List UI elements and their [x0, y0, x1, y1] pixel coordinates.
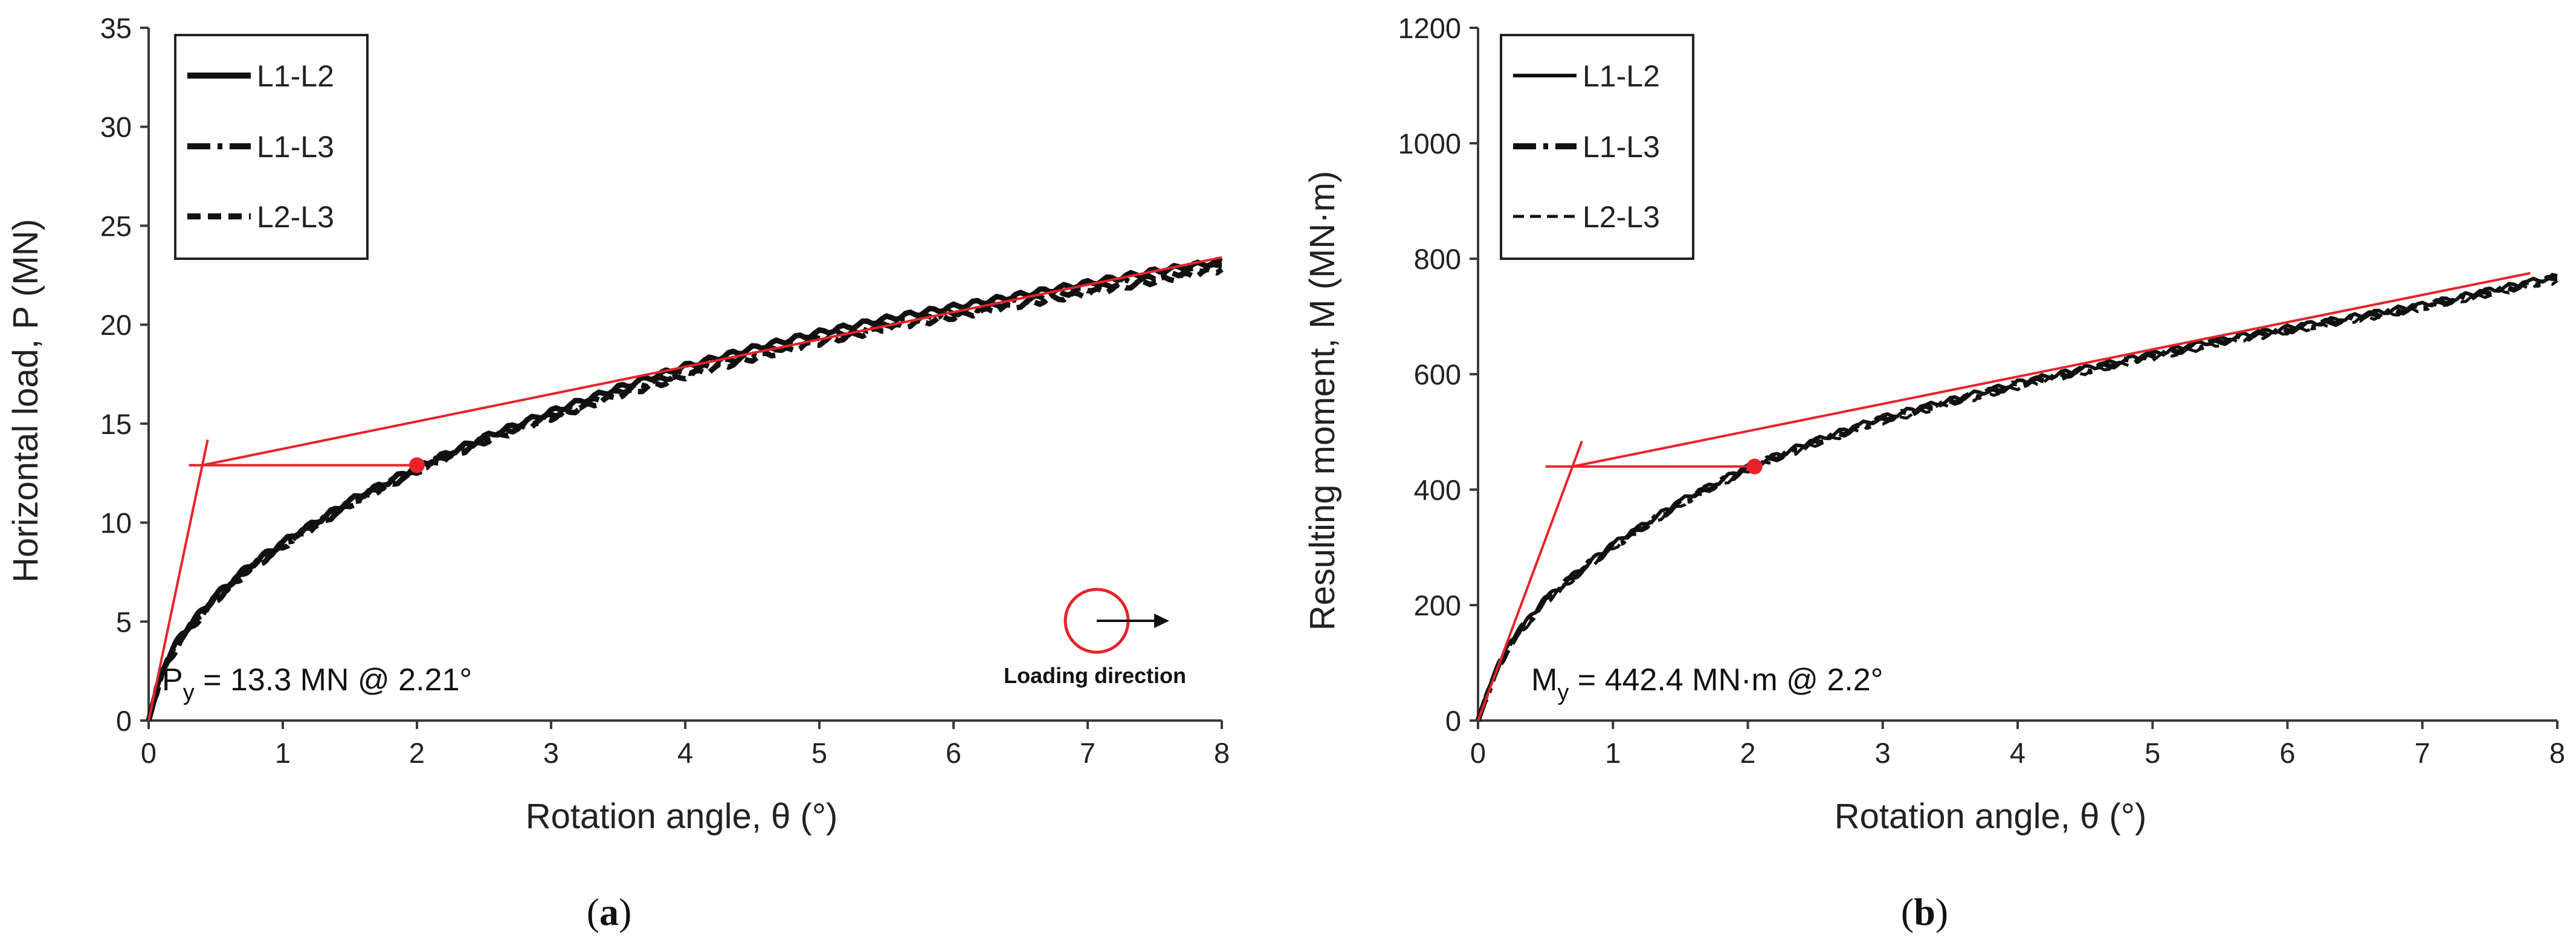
x-tick-label: 1: [1605, 737, 1621, 769]
panel-b-caption: (b): [1901, 890, 1948, 933]
x-tick-label: 5: [2145, 737, 2160, 769]
x-tick-label: 2: [409, 737, 425, 769]
initial-stiffness-extension: [201, 439, 209, 466]
x-tick-label: 4: [2010, 737, 2026, 769]
x-tick-label: 1: [275, 737, 291, 769]
panel-b: 0 1 2 3 4 5 6 7 8 0 200 400 600 800 1000 1200 Rotation …: [1303, 12, 2565, 933]
series-line-l2-l3: [1476, 279, 2558, 721]
legend-label-l2-l3: L2-L3: [257, 200, 334, 234]
panel-a-caption: (a): [587, 890, 632, 933]
bilinear-fit-line: [1477, 271, 2531, 721]
panel-a: 0 1 2 3 4 5 6 7 8 0 5 10 15 20 25 30 35 Rotation angle, …: [6, 12, 1230, 933]
y-tick-label: 400: [1414, 474, 1461, 506]
y-tick-label: 35: [100, 12, 132, 44]
x-tick-label: 0: [1470, 737, 1486, 769]
x-tick-label: 6: [946, 737, 961, 769]
loading-direction-arrowhead-icon: [1154, 614, 1169, 628]
y-tick-label: 20: [100, 309, 132, 341]
y-tick-label: 1200: [1398, 12, 1461, 44]
panel-b-xlabel: Rotation angle, θ (°): [1835, 797, 2146, 836]
x-tick-label: 3: [1875, 737, 1891, 769]
x-tick-label: 7: [2415, 737, 2430, 769]
y-tick-label: 200: [1414, 589, 1461, 621]
panel-b-yield-annotation: My = 442.4 MN·m @ 2.2°: [1531, 663, 1883, 705]
y-tick-label: 0: [1445, 705, 1461, 737]
panel-a-plot: 0 1 2 3 4 5 6 7 8 0 5 10 15 20 25 30 35: [100, 12, 1230, 769]
yield-point-marker: [409, 457, 425, 473]
x-tick-label: 8: [2549, 737, 2565, 769]
yield-point-marker: [1746, 458, 1763, 475]
series-line-l1-l3: [146, 261, 1222, 722]
y-tick-label: 0: [116, 705, 132, 737]
loading-direction-label: Loading direction: [1004, 663, 1186, 688]
legend-label-l2-l3: L2-L3: [1583, 200, 1660, 234]
y-tick-label: 10: [100, 507, 132, 539]
panel-b-legend: L1-L2 L1-L3 L2-L3: [1500, 34, 1694, 260]
y-tick-label: 1000: [1398, 128, 1461, 160]
panel-a-yield-annotation: Py = 13.3 MN @ 2.21°: [162, 663, 472, 705]
series-line-l1-l3: [1475, 274, 2558, 722]
x-tick-label: 2: [1740, 737, 1755, 769]
series-line-l1-l2: [146, 257, 1223, 722]
legend-label-l1-l2: L1-L2: [1583, 59, 1660, 93]
panel-b-ylabel: Resulting moment, M (MN·m): [1303, 171, 1342, 631]
x-tick-label: 7: [1080, 737, 1096, 769]
x-tick-label: 3: [543, 737, 559, 769]
y-tick-label: 5: [116, 606, 132, 638]
x-tick-label: 0: [141, 737, 157, 769]
y-tick-label: 30: [100, 111, 132, 143]
legend-label-l1-l2: L1-L2: [257, 59, 334, 93]
x-tick-label: 6: [2279, 737, 2295, 769]
x-tick-label: 4: [677, 737, 693, 769]
series-line-l2-l3: [146, 266, 1224, 722]
y-tick-label: 15: [100, 408, 132, 440]
panel-b-plot: 0 1 2 3 4 5 6 7 8 0 200 400 600 800 1000 1200: [1398, 12, 2565, 769]
bilinear-fit-line: [147, 256, 1222, 721]
series-line-l1-l2: [1476, 273, 2558, 721]
x-tick-label: 5: [812, 737, 827, 769]
y-tick-label: 600: [1414, 358, 1461, 390]
legend-label-l1-l3: L1-L3: [257, 130, 334, 164]
legend-label-l1-l3: L1-L3: [1583, 130, 1660, 164]
y-tick-label: 800: [1414, 243, 1461, 275]
y-tick-label: 25: [100, 210, 132, 242]
panel-a-legend: L1-L2 L1-L3 L2-L3: [174, 34, 369, 260]
panel-a-xlabel: Rotation angle, θ (°): [526, 797, 838, 836]
initial-stiffness-extension: [1571, 441, 1583, 467]
panel-a-ylabel: Horizontal load, P (MN): [6, 219, 45, 583]
x-tick-label: 8: [1214, 737, 1230, 769]
